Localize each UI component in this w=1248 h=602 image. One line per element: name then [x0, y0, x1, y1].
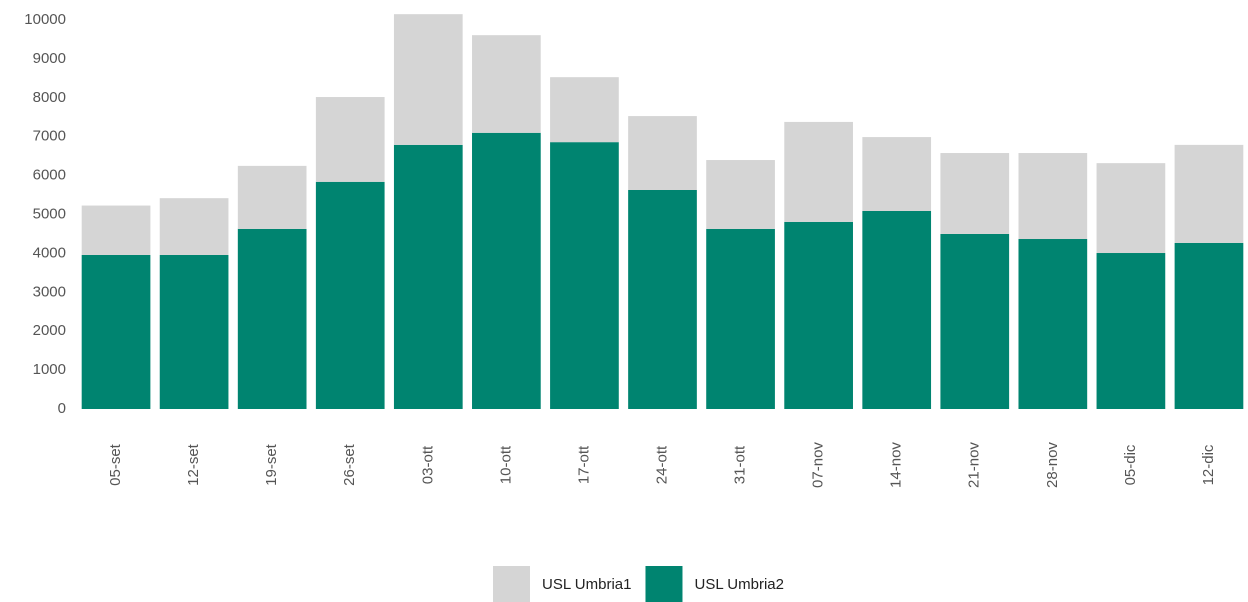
bar-segment [472, 132, 541, 409]
legend-swatch [645, 566, 683, 602]
y-tick-label: 2000 [33, 322, 66, 339]
legend-label: USL Umbria2 [694, 576, 783, 593]
y-tick-label: 10000 [24, 11, 66, 28]
bar-segment [862, 210, 932, 409]
bar-segment [1018, 153, 1088, 240]
bar-segment [1174, 242, 1244, 409]
bar-segment [940, 153, 1010, 234]
bar-segment [81, 254, 151, 409]
bar-segment [628, 189, 697, 409]
bar-segment [81, 205, 151, 255]
x-tick-label: 24-ott [653, 445, 670, 484]
x-tick-label: 10-ott [497, 445, 514, 484]
bar-segment [784, 121, 853, 222]
x-tick-label: 19-set [263, 443, 280, 486]
bar-segment [315, 181, 385, 409]
bar-segment [550, 77, 619, 143]
bar-segment [940, 233, 1010, 409]
y-tick-label: 5000 [33, 205, 66, 222]
y-tick-label: 9000 [33, 50, 66, 67]
y-tick-label: 6000 [33, 167, 66, 184]
x-tick-label: 26-set [341, 443, 358, 486]
x-tick-label: 12-dic [1200, 444, 1217, 485]
y-tick-label: 7000 [33, 128, 66, 145]
bar-segment [706, 228, 775, 409]
legend-label: USL Umbria1 [542, 576, 631, 593]
x-tick-label: 12-set [185, 443, 202, 486]
legend-swatch [493, 566, 530, 602]
bar-segment [550, 142, 619, 409]
bar-segment [315, 97, 385, 182]
bar-segment [237, 228, 307, 409]
x-tick-label: 07-nov [810, 442, 827, 488]
y-tick-label: 4000 [33, 244, 66, 261]
bar-segment [1096, 163, 1166, 254]
x-tick-label: 14-nov [888, 442, 905, 488]
x-tick-label: 28-nov [1044, 442, 1061, 488]
y-tick-label: 0 [58, 400, 66, 417]
bar-segment [237, 165, 307, 229]
x-tick-label: 03-ott [419, 445, 436, 484]
bar-segment [1018, 239, 1088, 409]
bar-segment [159, 254, 229, 409]
bar-segment [628, 116, 697, 190]
bar-segment [159, 198, 229, 255]
x-tick-label: 05-set [107, 443, 124, 486]
bar-segment [862, 137, 932, 211]
x-tick-label: 05-dic [1122, 444, 1139, 485]
y-tick-label: 3000 [33, 283, 66, 300]
y-tick-label: 1000 [33, 361, 66, 378]
bar-segment [1096, 253, 1166, 409]
x-tick-label: 31-ott [732, 445, 749, 484]
y-tick-label: 8000 [33, 89, 66, 106]
bar-segment [393, 144, 463, 409]
bar-segment [472, 35, 541, 133]
bar-segment [1174, 144, 1244, 243]
x-tick-label: 21-nov [966, 442, 983, 488]
bar-segment [393, 14, 463, 145]
bar-segment [706, 160, 775, 229]
bar-segment [784, 221, 853, 409]
x-tick-label: 17-ott [575, 445, 592, 484]
